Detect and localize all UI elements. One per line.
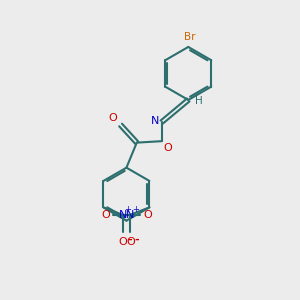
Text: -: - xyxy=(127,235,132,245)
Text: O: O xyxy=(163,142,172,153)
Text: +: + xyxy=(124,205,131,214)
Text: H: H xyxy=(195,96,203,106)
Text: O: O xyxy=(101,210,110,220)
Text: Br: Br xyxy=(184,32,196,42)
Text: O: O xyxy=(126,237,135,247)
Text: N: N xyxy=(118,210,127,220)
Text: O: O xyxy=(118,237,127,247)
Text: O: O xyxy=(143,210,152,220)
Text: N: N xyxy=(126,210,134,220)
Text: +: + xyxy=(132,205,139,214)
Text: -: - xyxy=(135,235,139,245)
Text: O: O xyxy=(108,113,117,123)
Text: N: N xyxy=(151,116,159,126)
